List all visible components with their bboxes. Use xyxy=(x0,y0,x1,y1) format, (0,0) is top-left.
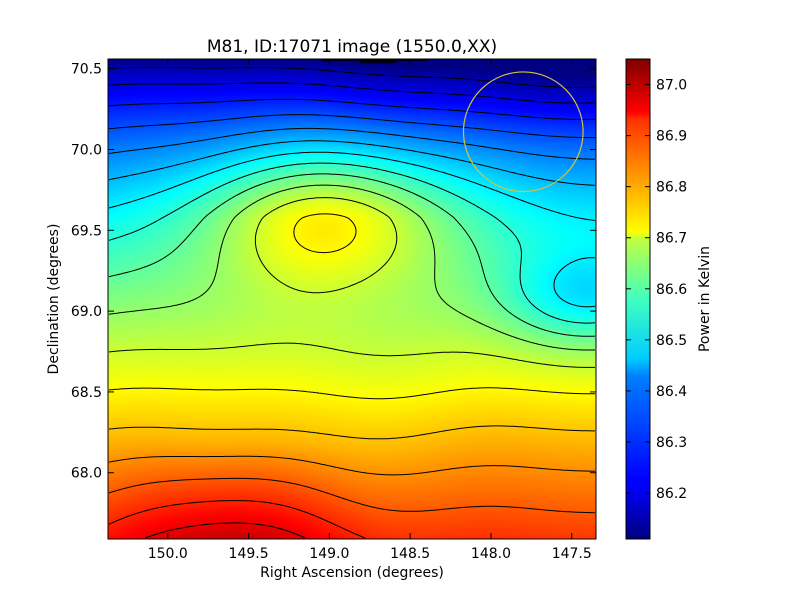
contour-line xyxy=(108,151,596,308)
x-tick-label: 150.0 xyxy=(148,546,188,562)
heatmap xyxy=(108,59,596,539)
y-axis-ticks: 68.0 68.5 69.0 69.5 70.0 70.5 xyxy=(71,62,596,482)
colorbar-ticks: 86.2 86.3 86.4 86.5 86.6 86.7 86.8 86.9 87.0 xyxy=(626,78,687,502)
chart-title: M81, ID:17071 image (1550.0,XX) xyxy=(207,37,497,57)
contour-line xyxy=(108,127,596,160)
colorbar: 86.2 86.3 86.4 86.5 86.6 86.7 86.8 86.9 87.0 Pow… xyxy=(625,58,713,540)
colorbar-tick-label: 86.6 xyxy=(656,282,687,298)
y-tick-label: 69.0 xyxy=(71,304,102,320)
contour-line xyxy=(108,197,595,368)
x-tick-label: 147.5 xyxy=(552,546,592,562)
contour-line xyxy=(108,500,366,539)
contour-line xyxy=(108,98,595,120)
y-tick-label: 70.5 xyxy=(71,62,102,78)
colorbar-tick-label: 86.4 xyxy=(656,384,687,400)
heatmap-image xyxy=(108,59,596,539)
contour-line xyxy=(108,213,595,400)
contour-lines xyxy=(108,66,596,539)
contour-line xyxy=(108,66,595,88)
y-tick-label: 68.0 xyxy=(71,466,102,482)
x-tick-label: 149.0 xyxy=(309,546,349,562)
contour-line xyxy=(108,114,595,139)
contour-line xyxy=(108,184,596,351)
contour-line xyxy=(108,455,595,476)
colorbar-gradient xyxy=(625,58,651,540)
colorbar-tick-label: 86.7 xyxy=(656,231,687,247)
y-tick-label: 70.0 xyxy=(71,143,102,159)
contour-line xyxy=(108,162,596,324)
colorbar-tick-label: 86.2 xyxy=(656,486,687,502)
plot-frame xyxy=(107,58,597,540)
y-tick-label: 68.5 xyxy=(71,385,102,401)
colorbar-label: Power in Kelvin xyxy=(697,246,713,352)
y-axis-label: Declination (degrees) xyxy=(46,224,62,375)
contour-line xyxy=(108,173,596,337)
x-axis-ticks: 150.0 149.5 149.0 148.5 148.0 147.5 xyxy=(148,59,592,562)
marker-circle xyxy=(462,71,584,193)
contour-line xyxy=(108,140,596,186)
y-tick-label: 69.5 xyxy=(71,223,102,239)
colorbar-tick-label: 87.0 xyxy=(656,78,687,94)
colorbar-tick-label: 86.8 xyxy=(656,180,687,196)
colorbar-tick-label: 86.9 xyxy=(656,129,687,145)
contour-line xyxy=(145,522,306,539)
contour-line xyxy=(108,82,596,104)
x-tick-label: 148.0 xyxy=(471,546,511,562)
contour-line xyxy=(108,425,595,440)
x-axis-label: Right Ascension (degrees) xyxy=(260,565,444,581)
colorbar-tick-label: 86.3 xyxy=(656,435,687,451)
x-tick-label: 148.5 xyxy=(390,546,430,562)
colorbar-tick-label: 86.5 xyxy=(656,333,687,349)
contour-line xyxy=(108,477,595,514)
x-tick-label: 149.5 xyxy=(229,546,269,562)
